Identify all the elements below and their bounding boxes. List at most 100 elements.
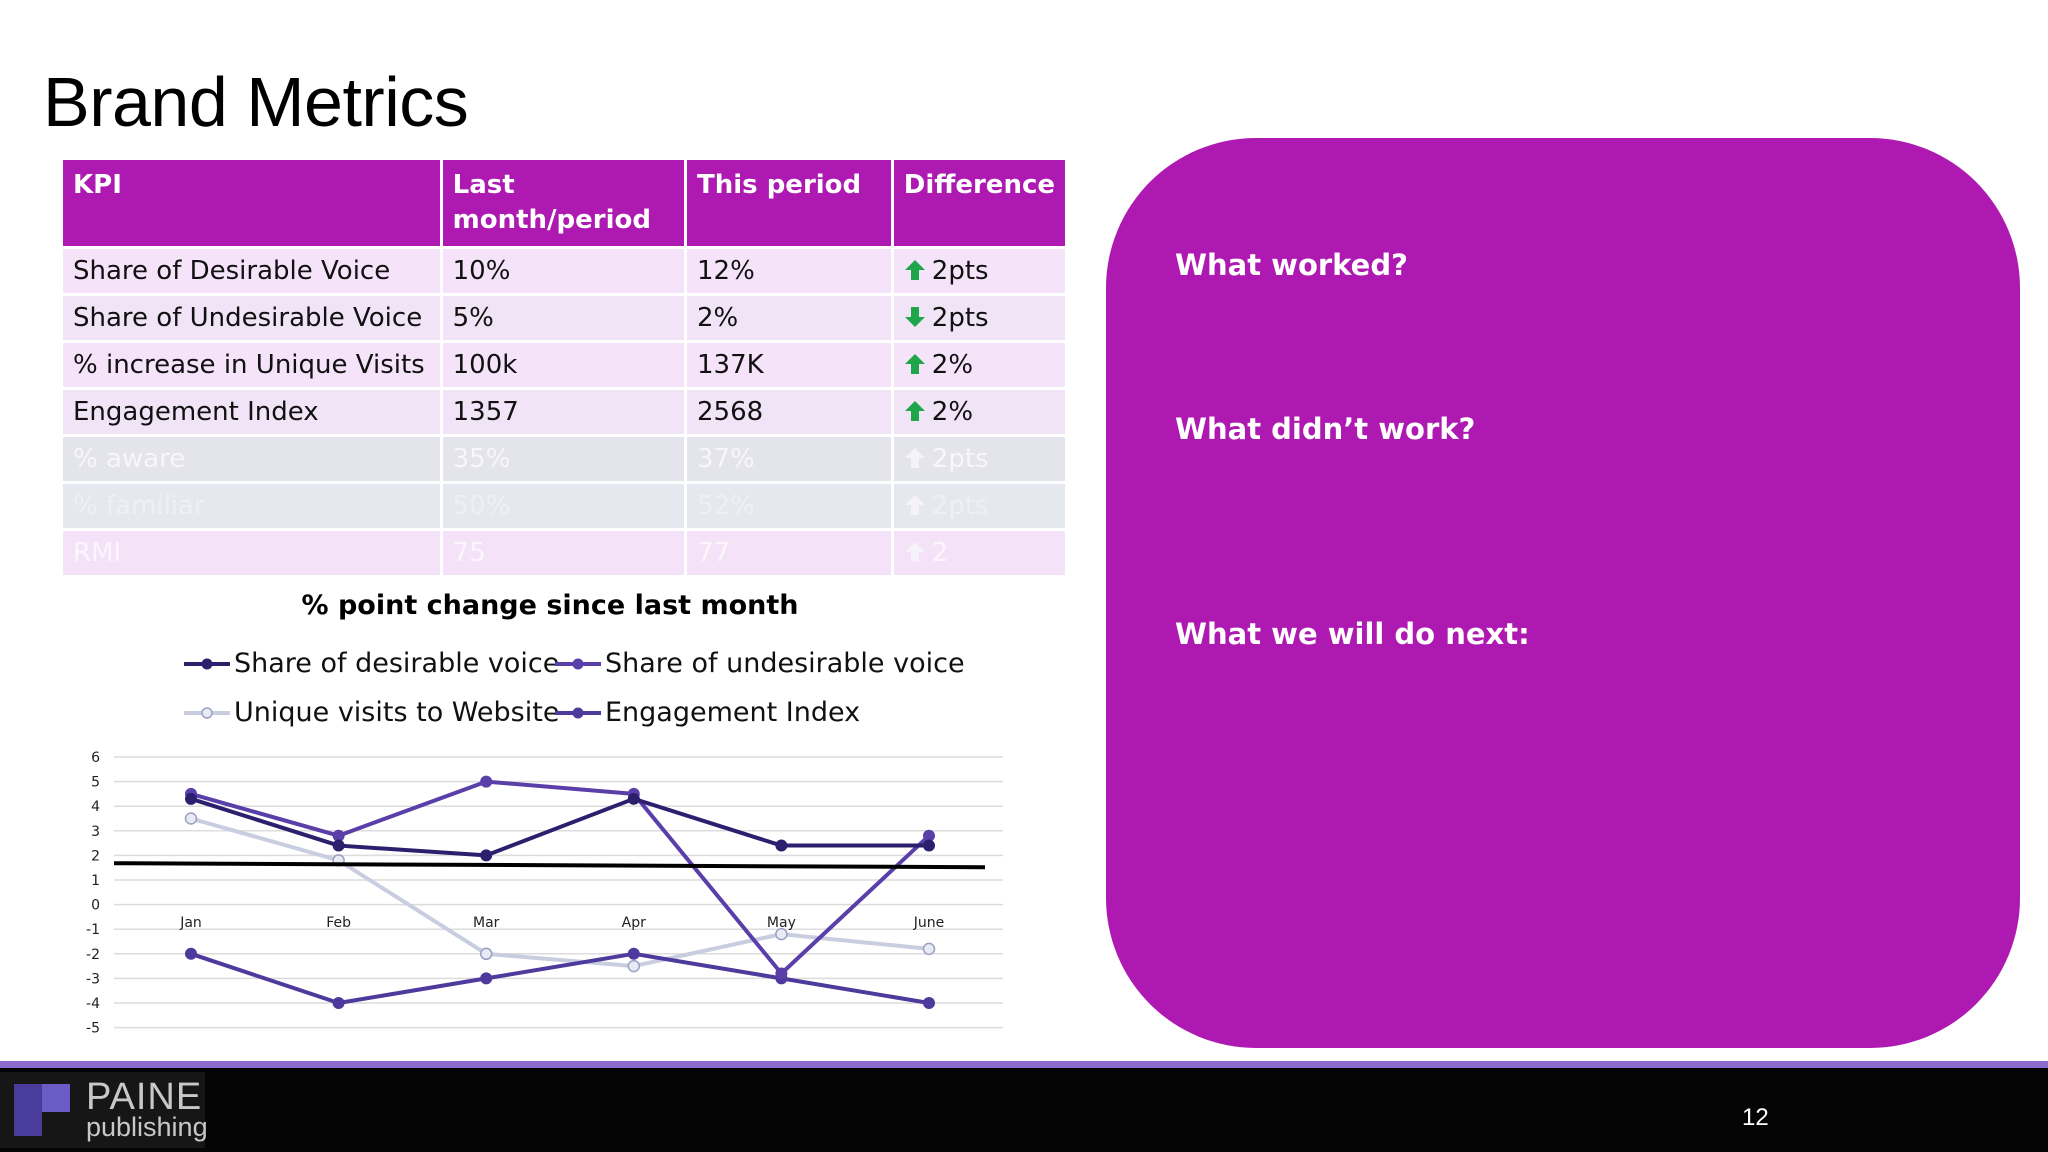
arrow-up-icon [904,352,926,376]
arrow-up-icon [904,493,926,517]
x-tick-label: Jan [179,915,202,931]
table-row: Share of Undesirable Voice 5% 2% 2pts [63,296,1065,340]
last-value: 75 [442,531,685,575]
difference-value: 2pts [931,303,989,333]
x-tick-label: May [767,915,796,931]
table-header-row: KPI Last month/period This period Differ… [63,160,1065,246]
data-point [480,775,493,788]
last-value: 50% [442,484,685,528]
data-point [185,947,197,960]
kpi-name: % familiar [63,484,440,528]
this-value: 12% [687,249,891,293]
data-point [775,967,788,980]
page-number: 12 [1742,1104,1769,1131]
y-tick-label: 5 [91,775,100,791]
kpi-name: Share of Undesirable Voice [63,296,440,340]
reflection-panel [1106,138,2020,1048]
series-line [190,796,929,858]
data-point [923,829,935,842]
data-point [627,947,640,960]
arrow-up-icon [904,540,926,564]
header-difference: Difference [893,160,1065,246]
header-this-period: This period [687,160,891,246]
x-tick-label: Mar [473,915,500,931]
data-point [922,942,936,956]
data-point [185,792,197,805]
difference-value: 2% [931,397,974,427]
legend-label: Unique visits to Website [234,697,560,728]
y-tick-label: -5 [86,1021,100,1037]
logo-text-paine: PAINE [86,1076,203,1118]
data-point [332,839,345,852]
difference-cell: 2 [893,531,1065,575]
chart-title: % point change since last month [301,590,799,621]
difference-cell: 2pts [893,437,1065,481]
kpi-name: Share of Desirable Voice [63,249,440,293]
arrow-up-icon [904,446,926,470]
difference-value: 2% [931,350,974,380]
legend-swatch-unique-visits [184,706,230,719]
series-line [190,951,930,1005]
last-value: 100k [442,343,685,387]
y-tick-label: -1 [86,922,100,938]
legend-item-undesirable: Share of undesirable voice [555,648,965,679]
logo-text-publishing: publishing [86,1112,208,1142]
y-tick-label: 2 [91,848,100,864]
difference-cell: 2% [893,390,1065,434]
header-last-period: Last month/period [442,160,685,246]
legend-swatch-undesirable [555,658,601,669]
data-point [775,839,788,852]
data-point [479,947,493,961]
data-point [627,792,640,805]
legend-item-desirable: Share of desirable voice [184,648,559,679]
legend-swatch-engagement [555,707,601,718]
table-row: Engagement Index 1357 2568 2% [63,390,1065,434]
last-value: 35% [442,437,685,481]
difference-value: 2pts [931,444,989,474]
this-value: 2% [687,296,891,340]
last-value: 5% [442,296,685,340]
reference-line [113,861,986,870]
kpi-name: % aware [63,437,440,481]
difference-cell: 2pts [893,249,1065,293]
y-tick-label: -4 [86,996,100,1012]
arrow-up-icon [904,399,926,423]
question-what-worked: What worked? [1175,248,1408,282]
kpi-name: RMI [63,531,440,575]
line-chart: 6 5 4 3 2 1 0 -1 -2 -3 -4 -5 Jan Feb Mar Apr May June [86,750,1003,1037]
arrow-up-icon [904,258,926,282]
kpi-table: KPI Last month/period This period Differ… [60,157,1068,578]
this-value: 137K [687,343,891,387]
logo-square-back [14,1084,42,1136]
series-line [190,779,931,976]
last-value: 1357 [442,390,685,434]
data-point [775,927,788,941]
data-point [332,997,345,1009]
kpi-name: Engagement Index [63,390,440,434]
legend-swatch-desirable [184,658,230,669]
table-row: Share of Desirable Voice 10% 12% 2pts [63,249,1065,293]
footer-divider [0,1061,2048,1068]
difference-cell: 2pts [893,484,1065,528]
table-row-faded: % aware 35% 37% 2pts [63,437,1065,481]
data-point [923,997,935,1009]
legend-label: Share of undesirable voice [605,648,965,679]
y-tick-label: -3 [86,971,100,987]
legend-label: Share of desirable voice [234,648,560,679]
header-kpi: KPI [63,160,440,246]
difference-value: 2pts [931,491,989,521]
legend-item-unique-visits: Unique visits to Website [184,697,559,728]
table-row: % increase in Unique Visits 100k 137K 2% [63,343,1065,387]
data-point [480,972,493,985]
legend-label: Engagement Index [605,697,861,728]
arrow-down-icon [904,305,926,329]
table-row-faded: RMI 75 77 2 [63,531,1065,575]
legend-item-engagement: Engagement Index [555,697,860,728]
table-row-faded: % familiar 50% 52% 2pts [63,484,1065,528]
y-tick-label: -2 [86,947,100,963]
this-value: 37% [687,437,891,481]
difference-value: 2pts [931,256,989,286]
this-value: 77 [687,531,891,575]
series-line [190,816,930,969]
y-tick-label: 3 [91,824,100,840]
